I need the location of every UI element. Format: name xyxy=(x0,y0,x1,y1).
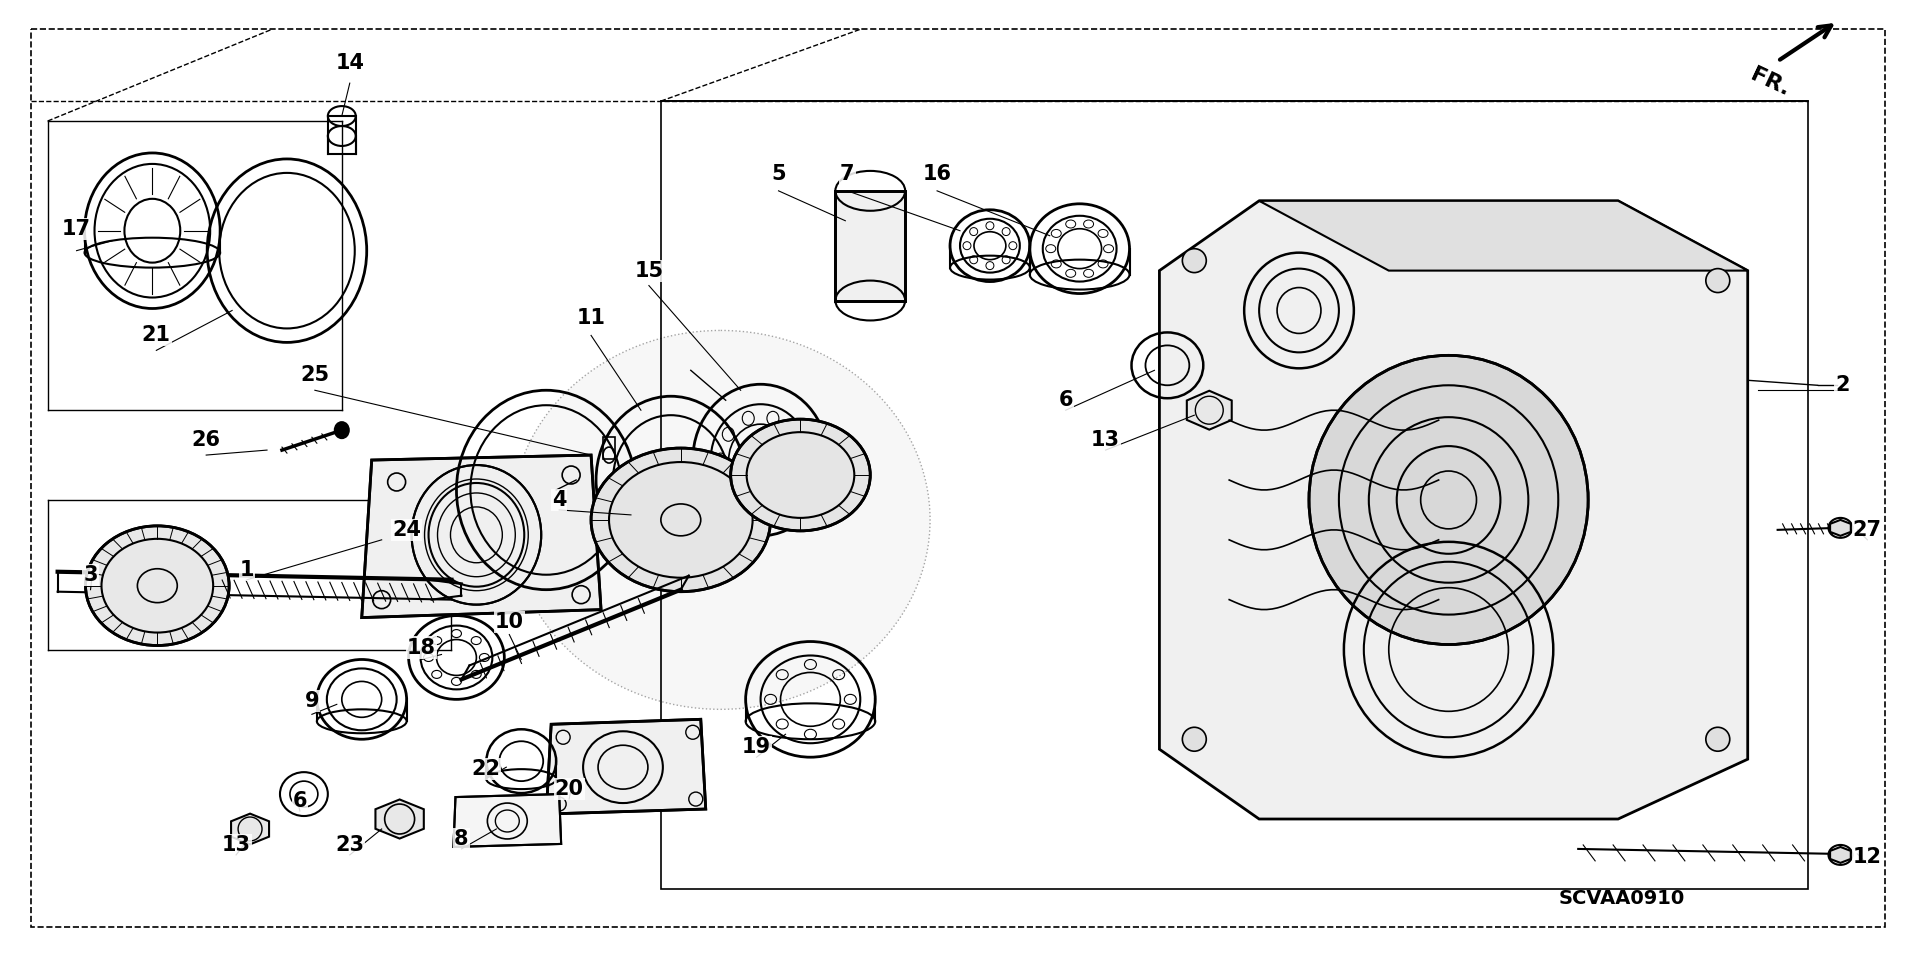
Circle shape xyxy=(1183,248,1206,272)
Text: 21: 21 xyxy=(142,325,171,345)
Text: 13: 13 xyxy=(221,835,252,854)
Polygon shape xyxy=(361,456,601,618)
Ellipse shape xyxy=(86,526,228,645)
Text: 7: 7 xyxy=(841,164,854,184)
Text: 10: 10 xyxy=(495,612,524,632)
Text: 27: 27 xyxy=(1853,520,1882,540)
Polygon shape xyxy=(376,800,424,838)
Text: 26: 26 xyxy=(192,431,221,450)
Text: 16: 16 xyxy=(924,164,952,184)
Text: 13: 13 xyxy=(1091,431,1119,450)
Ellipse shape xyxy=(1309,356,1588,644)
Text: 17: 17 xyxy=(61,219,90,239)
Ellipse shape xyxy=(511,331,929,710)
Polygon shape xyxy=(545,719,707,814)
Bar xyxy=(660,101,1807,889)
Polygon shape xyxy=(1160,200,1747,819)
Text: 12: 12 xyxy=(1853,847,1882,867)
Text: 22: 22 xyxy=(470,760,499,779)
Text: SCVAA0910: SCVAA0910 xyxy=(1559,889,1684,908)
Text: 3: 3 xyxy=(83,565,98,585)
Text: FR.: FR. xyxy=(1747,64,1793,100)
Text: 8: 8 xyxy=(455,829,468,849)
Text: 6: 6 xyxy=(1058,390,1073,410)
Text: 6: 6 xyxy=(292,791,307,811)
Bar xyxy=(835,191,904,300)
Text: 14: 14 xyxy=(336,53,365,73)
Text: 9: 9 xyxy=(305,691,319,712)
Text: 2: 2 xyxy=(1836,375,1849,395)
Text: 1: 1 xyxy=(240,560,253,580)
Text: 11: 11 xyxy=(576,309,605,329)
Text: 24: 24 xyxy=(392,520,420,540)
Text: 23: 23 xyxy=(336,835,365,854)
Circle shape xyxy=(1705,269,1730,292)
Circle shape xyxy=(1705,727,1730,751)
Text: 15: 15 xyxy=(634,261,664,281)
Polygon shape xyxy=(1830,847,1851,863)
Text: 19: 19 xyxy=(741,737,772,758)
Ellipse shape xyxy=(732,419,870,531)
Bar xyxy=(835,191,904,300)
Circle shape xyxy=(1183,727,1206,751)
Bar xyxy=(328,116,355,154)
Polygon shape xyxy=(453,794,561,847)
Text: 25: 25 xyxy=(300,365,330,386)
Ellipse shape xyxy=(591,448,770,592)
Text: 18: 18 xyxy=(407,638,436,658)
Text: 20: 20 xyxy=(555,779,584,799)
Polygon shape xyxy=(230,813,269,844)
Text: 4: 4 xyxy=(551,490,566,510)
Ellipse shape xyxy=(334,422,349,438)
Polygon shape xyxy=(1187,390,1233,430)
Polygon shape xyxy=(1830,520,1851,536)
Polygon shape xyxy=(1260,200,1747,270)
Bar xyxy=(603,437,614,459)
Ellipse shape xyxy=(411,465,541,604)
Text: 5: 5 xyxy=(772,164,785,184)
